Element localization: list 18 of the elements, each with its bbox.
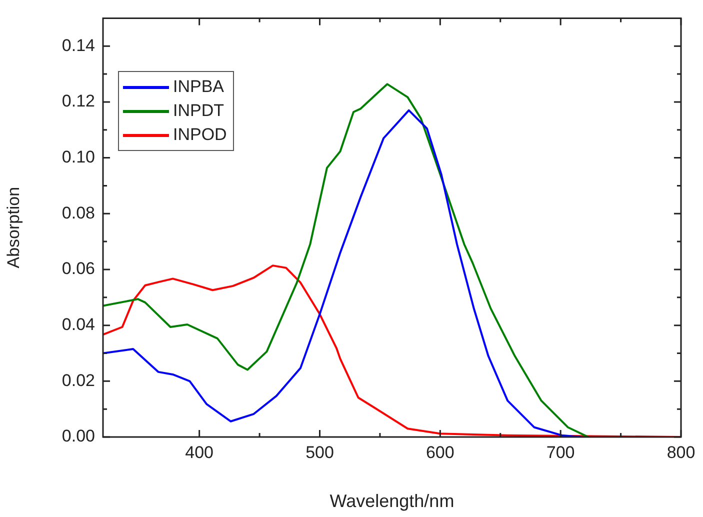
y-tick-label: 0.10	[62, 147, 95, 166]
legend-label: INPOD	[173, 124, 227, 146]
y-tick-label: 0.06	[62, 259, 95, 278]
y-tick-label: 0.08	[62, 203, 95, 222]
y-tick-label: 0.02	[62, 370, 95, 390]
x-tick-label: 400	[185, 442, 214, 462]
y-tick-label: 0.14	[62, 36, 95, 55]
y-axis-title: Absorption	[4, 186, 23, 268]
x-tick-label: 700	[546, 442, 575, 462]
x-axis-title: Wavelength/nm	[330, 491, 454, 512]
x-tick-label: 600	[426, 442, 454, 462]
legend-label: INPBA	[173, 76, 224, 98]
y-tick-label: 0.00	[62, 426, 95, 446]
legend-label: INPDT	[173, 100, 224, 122]
x-tick-label: 500	[306, 442, 334, 462]
y-tick-label: 0.12	[62, 92, 95, 111]
y-tick-label: 0.04	[62, 315, 95, 334]
x-tick-label: 800	[666, 442, 696, 462]
